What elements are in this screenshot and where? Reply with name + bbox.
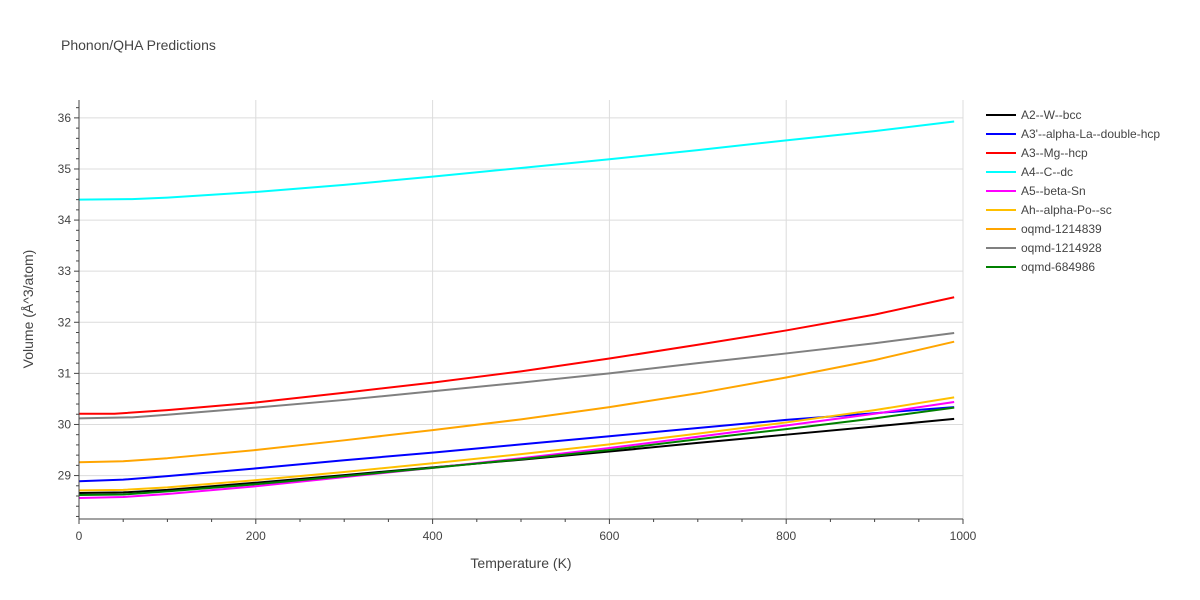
y-tick-label: 35 (58, 162, 72, 176)
legend-label: A3'--alpha-La--double-hcp (1021, 127, 1160, 141)
legend-label: Ah--alpha-Po--sc (1021, 203, 1112, 217)
legend-label: A5--beta-Sn (1021, 184, 1086, 198)
legend-item[interactable]: A5--beta-Sn (986, 184, 1086, 198)
x-tick-label: 800 (776, 529, 796, 543)
y-tick-label: 29 (58, 469, 72, 483)
legend-item[interactable]: A3'--alpha-La--double-hcp (986, 127, 1160, 141)
y-tick-label: 33 (58, 264, 72, 278)
axes: 29 30 31 32 33 34 35 36 0 200 400 600 800 1000 (58, 100, 977, 543)
x-tick-label: 600 (599, 529, 619, 543)
chart-title: Phonon/QHA Predictions (61, 37, 216, 53)
series-line-3 (78, 120, 955, 201)
series-line-1 (78, 406, 955, 483)
legend-label: oqmd-1214928 (1021, 241, 1102, 255)
x-tick-label: 1000 (950, 529, 977, 543)
series-line-5 (78, 396, 955, 492)
plot-lines (78, 120, 955, 500)
legend-item[interactable]: A4--C--dc (986, 165, 1073, 179)
legend-item[interactable]: Ah--alpha-Po--sc (986, 203, 1112, 217)
y-axis-title: Volume (Å^3/atom) (20, 250, 36, 369)
legend-item[interactable]: A3--Mg--hcp (986, 146, 1088, 160)
series-line-6 (78, 340, 955, 464)
legend-label: oqmd-1214839 (1021, 222, 1102, 236)
series-line-8 (78, 406, 955, 496)
grid (78, 100, 964, 519)
legend-item[interactable]: oqmd-684986 (986, 260, 1095, 274)
series-line-0 (78, 417, 955, 494)
x-tick-label: 400 (423, 529, 443, 543)
legend-label: A3--Mg--hcp (1021, 146, 1088, 160)
y-tick-label: 36 (58, 111, 72, 125)
x-tick-label: 200 (246, 529, 266, 543)
y-tick-label: 31 (58, 366, 72, 380)
series-line-2 (79, 296, 955, 415)
y-tick-label: 30 (58, 417, 72, 431)
legend-item[interactable]: oqmd-1214928 (986, 241, 1102, 255)
y-tick-label: 32 (58, 315, 72, 329)
y-tick-label: 34 (58, 213, 72, 227)
x-tick-label: 0 (76, 529, 83, 543)
legend-item[interactable]: A2--W--bcc (986, 108, 1081, 122)
series-line-7 (78, 332, 955, 420)
legend: A2--W--bcc A3'--alpha-La--double-hcp A3--M… (986, 108, 1160, 274)
legend-label: A2--W--bcc (1021, 108, 1081, 122)
legend-item[interactable]: oqmd-1214839 (986, 222, 1102, 236)
legend-label: A4--C--dc (1021, 165, 1073, 179)
legend-label: oqmd-684986 (1021, 260, 1095, 274)
x-axis-title: Temperature (K) (470, 555, 571, 571)
